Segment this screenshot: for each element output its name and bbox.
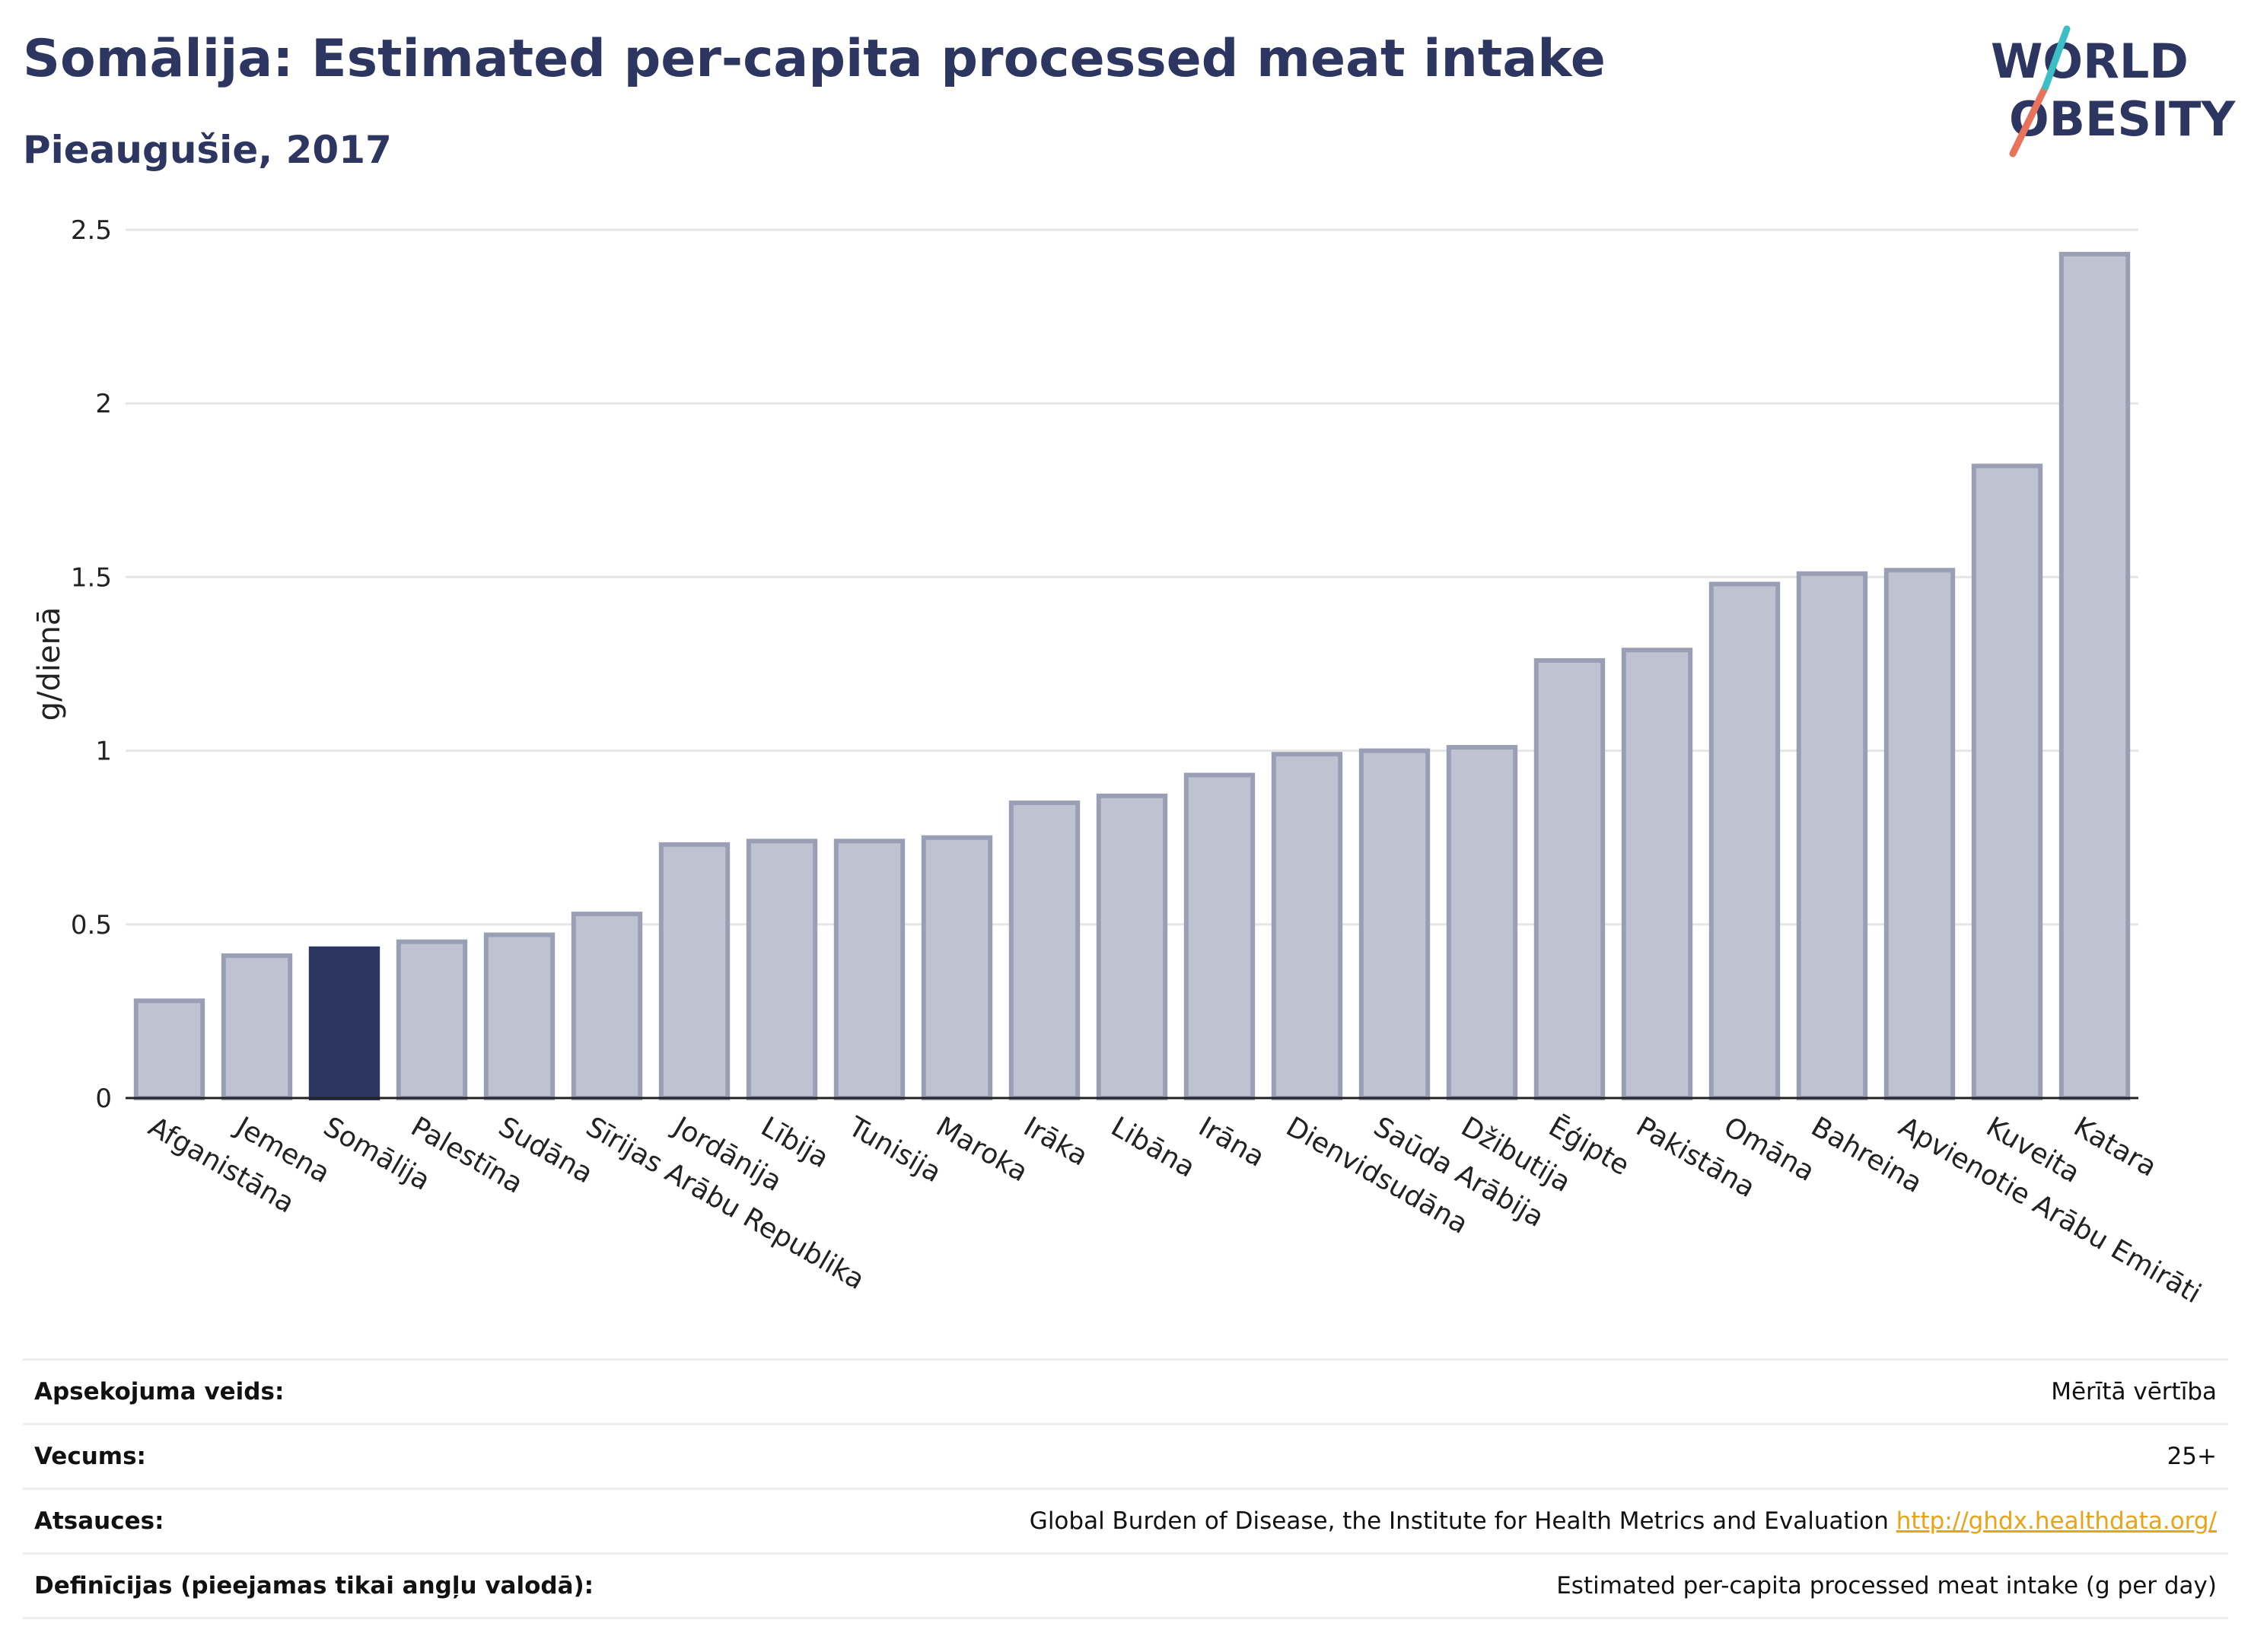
bar bbox=[1971, 463, 2043, 1100]
x-axis-ticks: AfganistānaJemenaSomālijaPalestīnaSudāna… bbox=[143, 1110, 2206, 1310]
y-tick-label: 2.5 bbox=[71, 215, 112, 246]
info-row-age: Vecums: 25+ bbox=[23, 1423, 2228, 1488]
logo-line-1: WORLD bbox=[1991, 33, 2189, 89]
reference-text: Global Burden of Disease, the Institute … bbox=[1029, 1507, 1889, 1535]
bar bbox=[221, 953, 293, 1100]
bar bbox=[1096, 793, 1168, 1100]
chart-subtitle: Pieaugušie, 2017 bbox=[23, 128, 392, 172]
bar bbox=[1533, 657, 1606, 1100]
bar bbox=[1621, 648, 1693, 1100]
info-table: Apsekojuma veids: Mērītā vērtība Vecums:… bbox=[23, 1358, 2228, 1619]
info-label: Vecums: bbox=[34, 1443, 146, 1470]
info-label: Apsekojuma veids: bbox=[34, 1378, 285, 1405]
y-tick-label: 2 bbox=[95, 389, 112, 419]
bar bbox=[1358, 748, 1431, 1100]
reference-link[interactable]: http://ghdx.healthdata.org/ bbox=[1896, 1507, 2217, 1535]
bar bbox=[921, 835, 993, 1100]
bar bbox=[483, 932, 556, 1100]
x-tick-label: Afganistāna bbox=[143, 1111, 299, 1219]
bar bbox=[1796, 571, 1868, 1100]
x-tick-label: Libāna bbox=[1106, 1111, 1200, 1183]
bar bbox=[746, 839, 818, 1101]
bar bbox=[1708, 581, 1781, 1100]
info-value: 25+ bbox=[2167, 1443, 2217, 1470]
bar bbox=[396, 939, 468, 1100]
bar bbox=[1446, 745, 1518, 1100]
info-value: Estimated per-capita processed meat inta… bbox=[1556, 1572, 2217, 1599]
bar-chart: 0 0.5 1 1.5 2 2.5 AfganistānaJemenaSomālijaPa… bbox=[32, 215, 2206, 1310]
x-tick-label: Apvienotie Arābu Emirāti bbox=[1893, 1111, 2206, 1310]
bar bbox=[1883, 568, 1956, 1100]
y-tick-label: 0.5 bbox=[71, 910, 112, 941]
info-row-survey-type: Apsekojuma veids: Mērītā vērtība bbox=[23, 1358, 2228, 1423]
bar bbox=[1183, 772, 1256, 1100]
bar bbox=[571, 912, 643, 1101]
bar bbox=[2058, 251, 2131, 1100]
info-row-references: Atsauces: Global Burden of Disease, the … bbox=[23, 1488, 2228, 1552]
bar bbox=[133, 998, 205, 1101]
info-label: Definīcijas (pieejamas tikai angļu valod… bbox=[34, 1572, 594, 1599]
info-label: Atsauces: bbox=[34, 1507, 164, 1535]
logo-line-2: OBESITY bbox=[2009, 91, 2236, 147]
x-tick-label: Irāna bbox=[1193, 1111, 1269, 1173]
bar-highlighted bbox=[308, 946, 380, 1101]
info-value: Mērītā vērtība bbox=[2051, 1378, 2217, 1405]
x-tick-label: Maroka bbox=[931, 1111, 1033, 1188]
y-tick-label: 0 bbox=[95, 1084, 112, 1114]
x-tick-label: Katara bbox=[2068, 1111, 2162, 1183]
y-axis-ticks: 0 0.5 1 1.5 2 2.5 bbox=[71, 215, 112, 1114]
info-value: Global Burden of Disease, the Institute … bbox=[1030, 1507, 2217, 1535]
world-obesity-logo: WORLD OBESITY bbox=[1991, 25, 2236, 158]
x-tick-label: Tunisija bbox=[842, 1111, 947, 1189]
bar bbox=[658, 842, 731, 1100]
logo-slash-red bbox=[2009, 83, 2049, 158]
y-tick-label: 1.5 bbox=[71, 562, 112, 593]
bar bbox=[1008, 801, 1081, 1101]
chart-title: Somālija: Estimated per-capita processed… bbox=[23, 29, 1606, 89]
bar bbox=[1271, 752, 1343, 1100]
bars bbox=[133, 251, 2131, 1101]
y-axis-label: g/dienā bbox=[32, 607, 67, 721]
y-tick-label: 1 bbox=[95, 737, 112, 767]
logo-slash-teal bbox=[2042, 25, 2071, 91]
bar bbox=[833, 839, 906, 1101]
info-row-definitions: Definīcijas (pieejamas tikai angļu valod… bbox=[23, 1552, 2228, 1619]
